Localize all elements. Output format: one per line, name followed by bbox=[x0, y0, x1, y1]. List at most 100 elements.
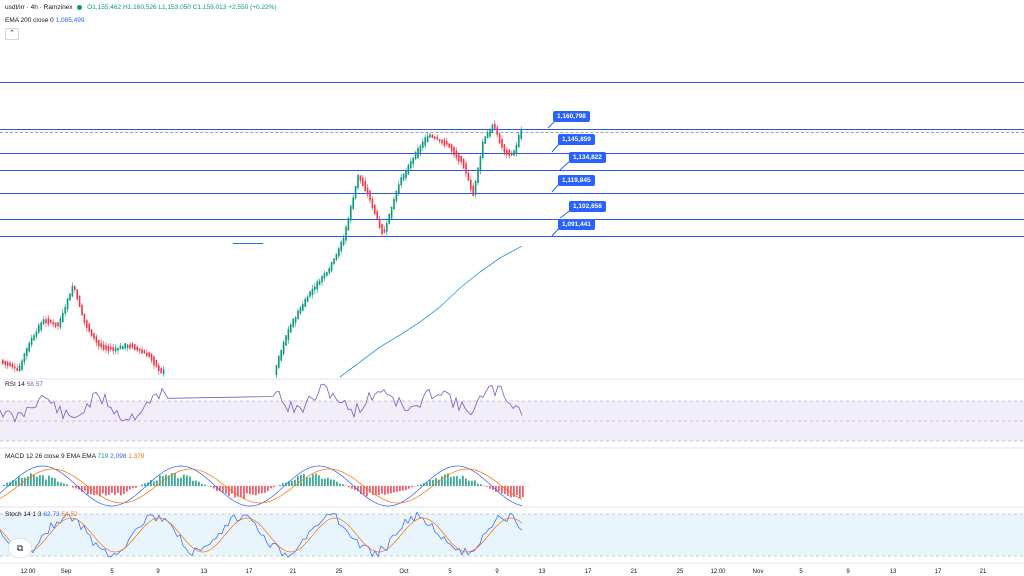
candle-body bbox=[122, 346, 124, 350]
price-tag-4[interactable]: 1,119,845 bbox=[558, 175, 595, 186]
candle-body bbox=[323, 273, 326, 279]
macd-bar bbox=[15, 480, 17, 486]
chevron-up-icon[interactable]: ⌃ bbox=[5, 28, 19, 40]
macd-bar bbox=[45, 479, 47, 486]
candle-body bbox=[30, 337, 33, 345]
macd-bar bbox=[198, 481, 200, 486]
macd-bar bbox=[117, 486, 119, 493]
macd-bar bbox=[135, 486, 137, 488]
macd-bar bbox=[87, 486, 89, 495]
macd-bar bbox=[66, 484, 68, 486]
candle-body bbox=[326, 271, 328, 276]
macd-bar bbox=[165, 474, 167, 486]
level-line[interactable] bbox=[0, 170, 1024, 171]
macd-bar bbox=[108, 486, 110, 495]
macd-bar bbox=[144, 483, 146, 486]
macd-bar bbox=[192, 480, 194, 486]
candle-body bbox=[369, 190, 371, 201]
macd-bar bbox=[501, 486, 503, 494]
short-level-line[interactable] bbox=[233, 243, 263, 244]
x-tick-label: 13 bbox=[889, 569, 897, 575]
candle-body bbox=[479, 156, 482, 171]
macd-bar bbox=[189, 476, 191, 486]
candle-body bbox=[292, 318, 294, 327]
candle-body bbox=[158, 365, 160, 372]
candle-body bbox=[441, 139, 443, 144]
price-tag-2[interactable]: 1,145,859 bbox=[558, 134, 595, 145]
rsi-legend[interactable]: RSI 14 58.57 bbox=[5, 381, 43, 388]
candle-body bbox=[503, 144, 506, 153]
macd-bar bbox=[336, 481, 338, 486]
candle-body bbox=[282, 341, 285, 354]
macd-bar bbox=[42, 475, 44, 486]
candle-body bbox=[153, 356, 155, 366]
macd-bar bbox=[357, 486, 359, 492]
macd-bar bbox=[456, 475, 458, 486]
macd-bar bbox=[132, 486, 134, 489]
price-tag-6[interactable]: 1,091,441 bbox=[558, 219, 595, 230]
candle-body bbox=[335, 253, 338, 260]
candle-body bbox=[69, 293, 71, 301]
candle-body bbox=[465, 163, 467, 174]
tradingview-logo-icon[interactable]: ⧉ bbox=[8, 538, 32, 558]
macd-bar bbox=[99, 486, 101, 497]
candle-body bbox=[2, 359, 4, 364]
candle-body bbox=[124, 343, 126, 349]
stoch-band bbox=[0, 514, 1024, 556]
candle-body bbox=[434, 136, 436, 139]
candle-body bbox=[352, 197, 354, 210]
level-line[interactable] bbox=[0, 219, 1024, 220]
candle-body bbox=[114, 347, 117, 352]
candle-body bbox=[422, 141, 424, 148]
symbol-title[interactable]: usdt/irr · 4h · Ramzinex bbox=[5, 4, 73, 11]
macd-legend[interactable]: MACD 12 26 close 9 EMA EMA 719 2,098 1,3… bbox=[5, 453, 145, 460]
macd-label: MACD 12 26 close 9 EMA EMA bbox=[5, 453, 96, 460]
candle-body bbox=[16, 367, 18, 371]
macd-bar bbox=[411, 486, 413, 488]
price-tag-5[interactable]: 1,102,656 bbox=[569, 201, 606, 212]
candle-body bbox=[412, 157, 414, 165]
candle-body bbox=[112, 347, 114, 352]
price-tag-1[interactable]: 1,160,798 bbox=[553, 111, 590, 122]
price-tag-3[interactable]: 1,134,822 bbox=[569, 152, 606, 163]
level-line[interactable] bbox=[0, 82, 1024, 83]
candle-body bbox=[129, 344, 131, 349]
candle-body bbox=[474, 180, 477, 195]
x-tick-label: 13 bbox=[538, 569, 546, 575]
ema-legend[interactable]: EMA 200 close 0 1,085,499 bbox=[5, 17, 85, 24]
macd-bar bbox=[156, 480, 158, 486]
stoch-legend[interactable]: Stoch 14 1 3 62.73 54.52 bbox=[5, 511, 78, 518]
macd-bar bbox=[465, 478, 467, 486]
candle-body bbox=[501, 138, 503, 148]
level-line[interactable] bbox=[0, 129, 1024, 130]
macd-bar bbox=[477, 483, 479, 486]
macd-bar bbox=[339, 483, 341, 486]
candle-body bbox=[333, 258, 335, 265]
candle-body bbox=[21, 360, 23, 370]
macd-bar bbox=[168, 475, 170, 486]
candle-body bbox=[64, 306, 66, 314]
candle-body bbox=[402, 173, 405, 181]
level-line[interactable] bbox=[0, 193, 1024, 194]
macd-bar bbox=[231, 486, 233, 494]
candle-body bbox=[496, 127, 498, 135]
macd-bar bbox=[249, 486, 251, 495]
macd-v3: 1,379 bbox=[128, 453, 145, 460]
stoch-d-line bbox=[0, 517, 523, 553]
candle-body bbox=[431, 134, 434, 138]
candle-body bbox=[436, 137, 438, 140]
level-line[interactable] bbox=[0, 236, 1024, 237]
candle-body bbox=[506, 149, 508, 155]
x-tick-label: 5 bbox=[799, 569, 803, 575]
candle-body bbox=[26, 347, 28, 357]
macd-bar bbox=[330, 479, 332, 486]
candle-body bbox=[57, 322, 59, 327]
x-tick-label: 21 bbox=[289, 569, 297, 575]
candle-body bbox=[388, 213, 390, 224]
candle-body bbox=[66, 298, 69, 310]
macd-bar bbox=[492, 486, 494, 491]
candle-body bbox=[71, 286, 74, 297]
x-tick-label: 9 bbox=[846, 569, 850, 575]
candle-body bbox=[520, 129, 522, 139]
